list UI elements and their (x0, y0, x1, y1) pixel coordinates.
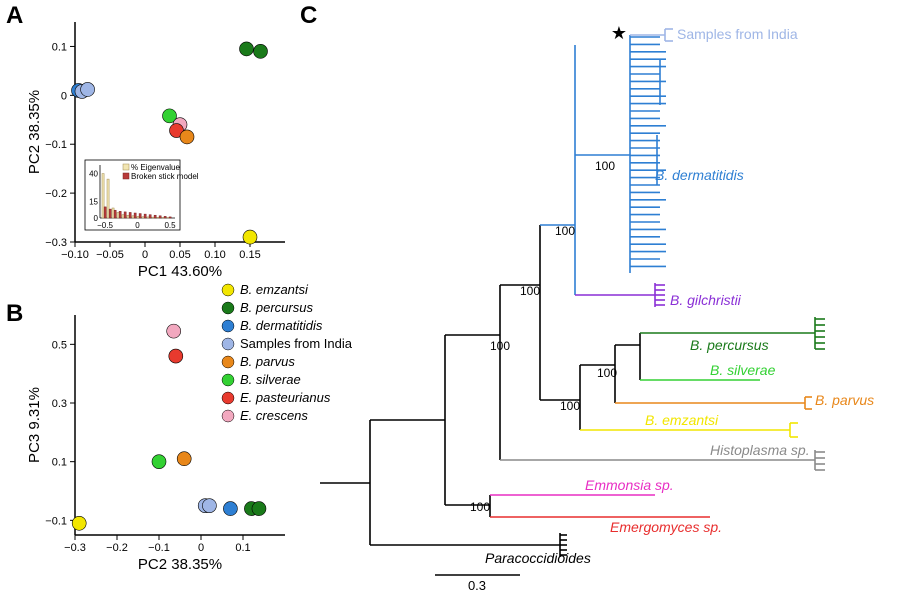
clade-label: B. emzantsi (645, 412, 719, 428)
clade-label: B. parvus (815, 392, 874, 408)
clade-label: B. dermatitidis (655, 167, 744, 183)
legend-item-label: B. silverae (240, 372, 301, 387)
scatter-point (202, 499, 216, 513)
legend-item-label: B. parvus (240, 354, 295, 369)
svg-text:% Eigenvalue: % Eigenvalue (131, 163, 180, 172)
tick-label: 0.10 (204, 249, 225, 261)
y-axis-label: PC2 38.35% (26, 90, 43, 174)
tick-label: −0.1 (148, 542, 170, 554)
tick-label: −0.1 (45, 515, 67, 527)
tick-label: 0.3 (52, 398, 67, 410)
scatter-point (169, 349, 183, 363)
tick-label: 0 (142, 249, 148, 261)
tick-label: 0.1 (235, 542, 250, 554)
scatter-point (254, 44, 268, 58)
scatter-point (177, 452, 191, 466)
legend-item-label: B. dermatitidis (240, 318, 323, 333)
tick-label: 0.5 (52, 339, 67, 351)
scatter-point (152, 455, 166, 469)
svg-text:Broken stick model: Broken stick model (131, 172, 199, 181)
bootstrap-label: 100 (490, 339, 510, 353)
tick-label: −0.2 (45, 188, 67, 200)
legend-item-label: E. crescens (240, 408, 308, 423)
clade-label: B. percursus (690, 337, 769, 353)
svg-text:0.5: 0.5 (164, 221, 176, 230)
clade-label: Paracoccidioides (485, 550, 591, 566)
bootstrap-label: 100 (555, 224, 575, 238)
scatter-point (180, 130, 194, 144)
star-icon: ★ (611, 23, 627, 43)
svg-text:0: 0 (135, 221, 140, 230)
bootstrap-label: 100 (560, 399, 580, 413)
x-axis-label: PC1 43.60% (138, 263, 222, 280)
tick-label: −0.10 (61, 249, 89, 261)
tick-label: 0.1 (52, 457, 67, 469)
scatter-point (252, 502, 266, 516)
scatter-point (243, 230, 257, 244)
clade-label: Samples from India (677, 26, 798, 42)
tick-label: 0 (61, 90, 67, 102)
clade-label: Emergomyces sp. (610, 519, 722, 535)
tick-label: −0.1 (45, 139, 67, 151)
tick-label: 0 (198, 542, 204, 554)
scatter-point (223, 502, 237, 516)
tick-label: −0.2 (106, 542, 128, 554)
panel-c-tree: Paracoccidioides Emmonsia sp. Emergomyces … (315, 5, 900, 600)
x-axis-label: PC2 38.35% (138, 556, 222, 573)
scatter-point (167, 324, 181, 338)
legend-item-label: B. emzantsi (240, 282, 309, 297)
scatter-point (72, 516, 86, 530)
scale-label: 0.3 (468, 578, 486, 593)
clade-label: B. gilchristii (670, 292, 742, 308)
clade-label: B. silverae (710, 362, 776, 378)
y-axis-label: PC3 9.31% (26, 387, 43, 463)
tick-label: 0.05 (169, 249, 190, 261)
bootstrap-label: 100 (597, 366, 617, 380)
figure-root: A B C −0.10−0.0500.050.100.15−0.3−0.2−0.… (0, 0, 900, 600)
tick-label: 0.15 (239, 249, 260, 261)
scatter-point (240, 42, 254, 56)
clade-label: Histoplasma sp. (710, 442, 810, 458)
tick-label: −0.3 (45, 237, 67, 249)
legend-item-label: B. percursus (240, 300, 313, 315)
scatter-point (81, 82, 95, 96)
svg-text:40: 40 (89, 170, 98, 179)
svg-text:−0.5: −0.5 (97, 221, 113, 230)
tick-label: −0.05 (96, 249, 124, 261)
tick-label: 0.1 (52, 41, 67, 53)
bootstrap-label: 100 (470, 500, 490, 514)
bootstrap-label: 100 (595, 159, 615, 173)
svg-text:15: 15 (89, 197, 98, 206)
bootstrap-label: 100 (520, 284, 540, 298)
panel-a-scatter: −0.10−0.0500.050.100.15−0.3−0.2−0.100.1P… (20, 10, 310, 300)
tick-label: −0.3 (64, 542, 86, 554)
clade-label: Emmonsia sp. (585, 477, 674, 493)
